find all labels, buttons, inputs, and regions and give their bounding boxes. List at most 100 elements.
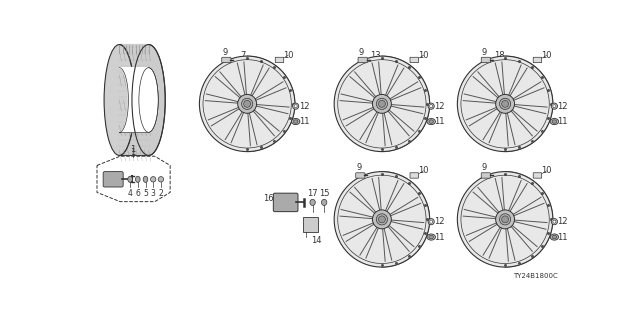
Ellipse shape	[553, 105, 556, 108]
Ellipse shape	[428, 219, 435, 225]
Text: 17: 17	[307, 189, 318, 198]
Polygon shape	[360, 172, 429, 267]
Ellipse shape	[237, 94, 257, 113]
Text: 8: 8	[367, 176, 373, 185]
Text: 5: 5	[143, 189, 148, 198]
FancyBboxPatch shape	[303, 217, 317, 232]
Ellipse shape	[429, 220, 433, 223]
Text: 7: 7	[241, 51, 246, 60]
FancyBboxPatch shape	[221, 57, 231, 63]
Ellipse shape	[136, 176, 140, 182]
Text: 10: 10	[541, 51, 552, 60]
Ellipse shape	[291, 118, 300, 124]
FancyBboxPatch shape	[481, 57, 490, 63]
Ellipse shape	[495, 94, 515, 113]
Text: 1: 1	[131, 145, 136, 154]
Ellipse shape	[428, 103, 435, 109]
Ellipse shape	[550, 118, 559, 124]
Text: 10: 10	[541, 166, 552, 175]
Text: 16: 16	[264, 194, 274, 203]
FancyBboxPatch shape	[410, 57, 419, 63]
Ellipse shape	[294, 105, 297, 108]
Polygon shape	[119, 68, 158, 132]
Ellipse shape	[214, 86, 236, 122]
Ellipse shape	[429, 120, 433, 123]
Text: 19: 19	[481, 180, 491, 189]
Text: 12: 12	[557, 217, 568, 226]
Ellipse shape	[551, 219, 557, 225]
Ellipse shape	[293, 120, 298, 123]
Ellipse shape	[473, 201, 495, 237]
Text: 9: 9	[482, 163, 487, 172]
Text: 15: 15	[319, 189, 330, 198]
Ellipse shape	[321, 199, 327, 205]
Ellipse shape	[551, 103, 557, 109]
Text: 9: 9	[358, 48, 364, 57]
Ellipse shape	[150, 177, 156, 182]
FancyBboxPatch shape	[410, 173, 419, 178]
FancyBboxPatch shape	[533, 173, 541, 178]
Ellipse shape	[378, 100, 385, 107]
FancyBboxPatch shape	[273, 193, 298, 212]
Ellipse shape	[310, 199, 316, 205]
Polygon shape	[119, 44, 165, 156]
Text: 11: 11	[435, 233, 445, 242]
Text: 13: 13	[371, 51, 381, 60]
Ellipse shape	[495, 210, 515, 229]
Ellipse shape	[376, 98, 387, 109]
Text: 11: 11	[557, 233, 568, 242]
FancyBboxPatch shape	[103, 172, 123, 187]
Ellipse shape	[502, 216, 509, 223]
Text: 11: 11	[557, 117, 568, 126]
Ellipse shape	[128, 176, 132, 182]
Text: 10: 10	[418, 51, 429, 60]
Ellipse shape	[334, 172, 429, 267]
FancyBboxPatch shape	[356, 173, 365, 178]
Ellipse shape	[473, 86, 495, 122]
Text: 3: 3	[151, 189, 156, 198]
Ellipse shape	[378, 216, 385, 223]
Ellipse shape	[552, 235, 557, 239]
Ellipse shape	[244, 100, 251, 107]
Text: 11: 11	[299, 117, 309, 126]
Text: 12: 12	[435, 217, 445, 226]
Ellipse shape	[376, 214, 387, 225]
Ellipse shape	[292, 103, 299, 109]
Ellipse shape	[427, 234, 435, 240]
Ellipse shape	[158, 177, 164, 182]
Ellipse shape	[429, 235, 433, 239]
Text: 14: 14	[311, 236, 322, 245]
Polygon shape	[484, 56, 553, 152]
Text: 10: 10	[283, 51, 293, 60]
Text: 6: 6	[136, 189, 140, 198]
Ellipse shape	[143, 176, 148, 182]
Text: 9: 9	[222, 48, 227, 57]
FancyBboxPatch shape	[481, 173, 490, 178]
Ellipse shape	[349, 201, 371, 237]
Text: 11: 11	[435, 117, 445, 126]
Text: 9: 9	[482, 48, 487, 57]
Ellipse shape	[334, 56, 429, 152]
Ellipse shape	[550, 234, 559, 240]
Ellipse shape	[552, 120, 557, 123]
Ellipse shape	[502, 100, 509, 107]
FancyBboxPatch shape	[275, 57, 284, 63]
Ellipse shape	[429, 105, 433, 108]
Text: 2: 2	[159, 189, 163, 198]
Ellipse shape	[372, 94, 391, 113]
Ellipse shape	[349, 86, 371, 122]
Text: 10: 10	[418, 166, 429, 175]
Ellipse shape	[241, 98, 253, 109]
Text: 18: 18	[494, 51, 505, 60]
Polygon shape	[360, 56, 429, 152]
Ellipse shape	[372, 210, 391, 229]
FancyBboxPatch shape	[358, 57, 367, 63]
Text: 12: 12	[557, 102, 568, 111]
Polygon shape	[225, 56, 295, 152]
Ellipse shape	[200, 56, 295, 152]
Ellipse shape	[427, 118, 435, 124]
Ellipse shape	[104, 44, 134, 156]
Text: 9: 9	[356, 163, 362, 172]
Polygon shape	[484, 172, 553, 267]
Text: 4: 4	[127, 189, 132, 198]
